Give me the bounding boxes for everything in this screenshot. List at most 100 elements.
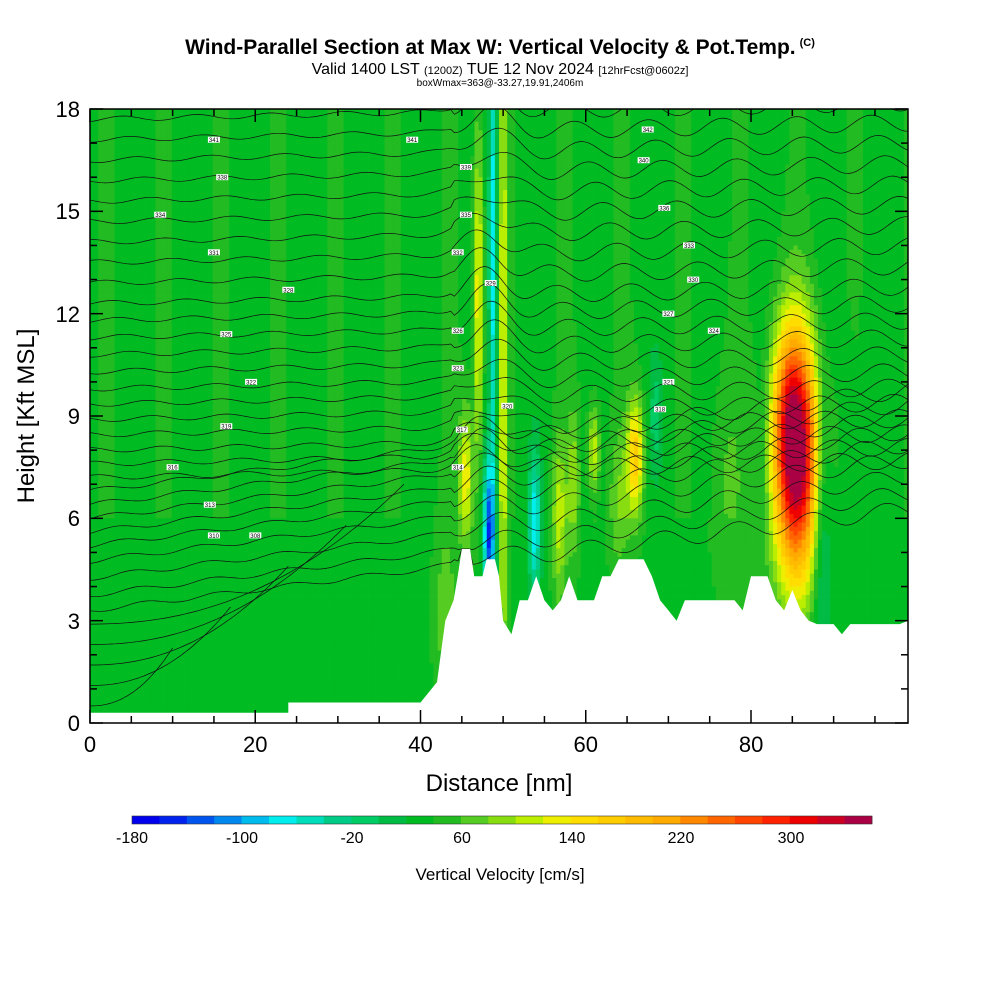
velocity-cell xyxy=(863,135,867,140)
velocity-cell xyxy=(667,118,671,123)
velocity-cell xyxy=(675,118,679,123)
velocity-cell xyxy=(339,113,343,118)
velocity-cell xyxy=(94,118,98,123)
velocity-cell xyxy=(176,130,180,135)
velocity-cell xyxy=(892,130,896,135)
velocity-cell xyxy=(360,122,364,127)
velocity-cell xyxy=(368,126,372,131)
velocity-cell xyxy=(315,126,319,131)
velocity-cell xyxy=(581,130,585,135)
velocity-cell xyxy=(609,118,613,123)
velocity-cell xyxy=(164,113,168,118)
velocity-cell xyxy=(663,130,667,135)
velocity-cell xyxy=(405,113,409,118)
velocity-cell xyxy=(830,135,834,140)
velocity-cell xyxy=(241,139,245,144)
velocity-cell xyxy=(708,118,712,123)
velocity-cell xyxy=(793,126,797,131)
velocity-cell xyxy=(200,118,204,123)
velocity-cell xyxy=(466,113,470,118)
velocity-cell xyxy=(855,122,859,127)
velocity-cell xyxy=(511,139,515,144)
velocity-cell xyxy=(278,126,282,131)
velocity-cell xyxy=(532,122,536,127)
velocity-cell xyxy=(528,113,532,118)
velocity-cell xyxy=(335,135,339,140)
velocity-cell xyxy=(372,139,376,144)
velocity-cell xyxy=(94,130,98,135)
velocity-cell xyxy=(295,118,299,123)
velocity-cell xyxy=(532,118,536,123)
velocity-cell xyxy=(699,130,703,135)
velocity-cell xyxy=(888,126,892,131)
velocity-cell xyxy=(720,130,724,135)
velocity-cell xyxy=(254,122,258,127)
velocity-cell xyxy=(425,122,429,127)
velocity-cell xyxy=(483,139,487,144)
velocity-cell xyxy=(274,122,278,127)
velocity-cell xyxy=(503,135,507,140)
velocity-cell xyxy=(720,135,724,140)
velocity-cell xyxy=(822,113,826,118)
velocity-cell xyxy=(217,130,221,135)
velocity-cell xyxy=(687,126,691,131)
velocity-cell xyxy=(344,126,348,131)
velocity-cell xyxy=(98,130,102,135)
velocity-cell xyxy=(826,135,830,140)
velocity-cell xyxy=(213,126,217,131)
velocity-cell xyxy=(352,126,356,131)
velocity-cell xyxy=(266,113,270,118)
velocity-cell xyxy=(384,118,388,123)
velocity-cell xyxy=(732,113,736,118)
velocity-cell xyxy=(413,118,417,123)
velocity-cell xyxy=(691,122,695,127)
velocity-cell xyxy=(507,139,511,144)
velocity-cell xyxy=(348,126,352,131)
velocity-cell xyxy=(205,130,209,135)
velocity-cell xyxy=(303,122,307,127)
velocity-cell xyxy=(311,135,315,140)
velocity-cell xyxy=(589,118,593,123)
velocity-cell xyxy=(855,113,859,118)
velocity-cell xyxy=(209,118,213,123)
velocity-cell xyxy=(176,122,180,127)
velocity-cell xyxy=(601,130,605,135)
velocity-cell xyxy=(143,139,147,144)
velocity-cell xyxy=(319,126,323,131)
velocity-cell xyxy=(896,118,900,123)
velocity-cell xyxy=(303,126,307,131)
velocity-cell xyxy=(847,135,851,140)
velocity-cell xyxy=(683,126,687,131)
velocity-cell xyxy=(863,126,867,131)
velocity-cell xyxy=(716,135,720,140)
velocity-cell xyxy=(335,126,339,131)
velocity-cell xyxy=(462,118,466,123)
velocity-cell xyxy=(761,135,765,140)
velocity-cell xyxy=(564,130,568,135)
velocity-cell xyxy=(605,130,609,135)
velocity-cell xyxy=(405,122,409,127)
velocity-cell xyxy=(798,118,802,123)
velocity-cell xyxy=(290,118,294,123)
velocity-cell xyxy=(618,122,622,127)
velocity-cell xyxy=(892,126,896,131)
velocity-cell xyxy=(127,135,131,140)
velocity-cell xyxy=(785,126,789,131)
velocity-cell xyxy=(675,135,679,140)
velocity-cell xyxy=(638,135,642,140)
velocity-cell xyxy=(229,139,233,144)
velocity-cell xyxy=(773,135,777,140)
velocity-cell xyxy=(143,113,147,118)
velocity-cell xyxy=(352,113,356,118)
velocity-cell xyxy=(753,135,757,140)
velocity-cell xyxy=(548,113,552,118)
velocity-cell xyxy=(270,130,274,135)
velocity-cell xyxy=(519,122,523,127)
velocity-cell xyxy=(376,126,380,131)
velocity-cell xyxy=(818,118,822,123)
velocity-cell xyxy=(270,122,274,127)
velocity-cell xyxy=(491,113,495,118)
velocity-cell xyxy=(352,118,356,123)
velocity-cell xyxy=(634,135,638,140)
velocity-cell xyxy=(740,135,744,140)
